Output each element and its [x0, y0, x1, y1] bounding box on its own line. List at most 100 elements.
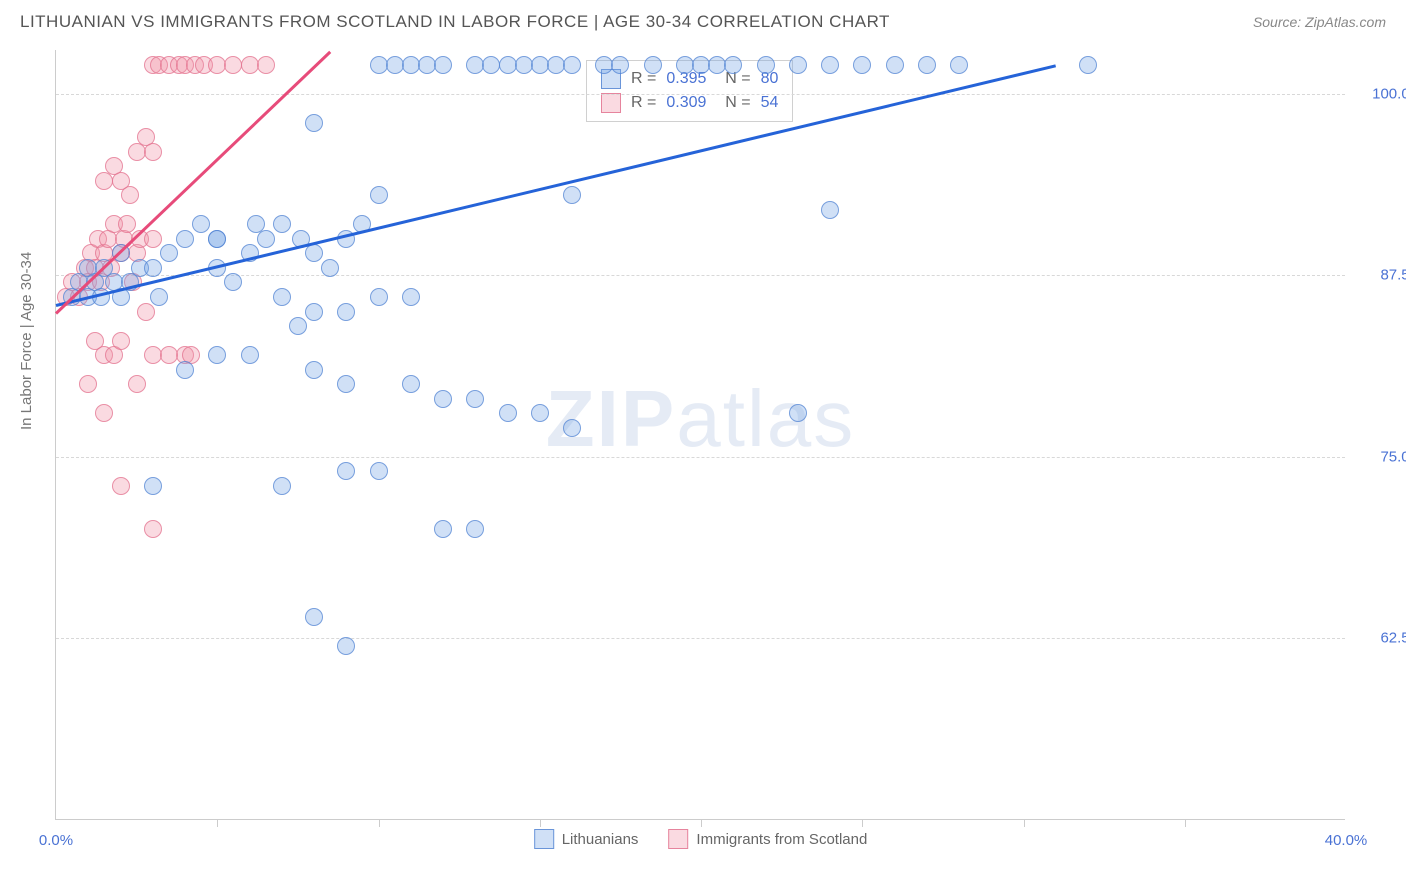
data-point — [402, 288, 420, 306]
y-tick-label: 75.0% — [1380, 448, 1406, 465]
data-point — [144, 477, 162, 495]
data-point — [337, 637, 355, 655]
data-point — [128, 375, 146, 393]
y-tick-label: 62.5% — [1380, 630, 1406, 647]
data-point — [79, 375, 97, 393]
data-point — [305, 114, 323, 132]
data-point — [853, 56, 871, 74]
data-point — [724, 56, 742, 74]
data-point — [144, 259, 162, 277]
legend-item-lithuanians: Lithuanians — [534, 829, 639, 849]
data-point — [337, 375, 355, 393]
data-point — [208, 346, 226, 364]
data-point — [950, 56, 968, 74]
gridline-h — [56, 94, 1345, 95]
data-point — [273, 288, 291, 306]
data-point — [208, 230, 226, 248]
data-point — [305, 608, 323, 626]
data-point — [160, 346, 178, 364]
data-point — [150, 288, 168, 306]
legend-r-label: R = — [631, 94, 656, 112]
data-point — [757, 56, 775, 74]
data-point — [137, 303, 155, 321]
trend-line — [56, 65, 1056, 308]
data-point — [434, 56, 452, 74]
data-point — [1079, 56, 1097, 74]
data-point — [821, 201, 839, 219]
x-tick — [862, 819, 863, 827]
data-point — [531, 404, 549, 422]
data-point — [121, 186, 139, 204]
scatter-chart: ZIPatlas R = 0.395 N = 80 R = 0.309 N = … — [55, 50, 1345, 820]
legend-label-blue: Lithuanians — [562, 831, 639, 848]
data-point — [273, 477, 291, 495]
data-point — [644, 56, 662, 74]
data-point — [176, 361, 194, 379]
x-tick — [701, 819, 702, 827]
data-point — [192, 215, 210, 233]
chart-title: LITHUANIAN VS IMMIGRANTS FROM SCOTLAND I… — [20, 12, 890, 32]
data-point — [434, 520, 452, 538]
legend-swatch-blue — [534, 829, 554, 849]
x-tick — [540, 819, 541, 827]
y-axis-label: In Labor Force | Age 30-34 — [18, 252, 35, 430]
x-tick-label: 40.0% — [1325, 832, 1368, 849]
data-point — [499, 404, 517, 422]
data-point — [789, 56, 807, 74]
legend-n-label: N = — [716, 94, 750, 112]
data-point — [370, 186, 388, 204]
gridline-h — [56, 457, 1345, 458]
data-point — [563, 56, 581, 74]
data-point — [305, 361, 323, 379]
data-point — [95, 404, 113, 422]
data-point — [176, 230, 194, 248]
data-point — [257, 56, 275, 74]
series-legend: Lithuanians Immigrants from Scotland — [534, 829, 868, 849]
data-point — [918, 56, 936, 74]
x-tick — [217, 819, 218, 827]
data-point — [337, 462, 355, 480]
legend-r-pink: 0.309 — [666, 94, 706, 112]
legend-n-pink: 54 — [761, 94, 779, 112]
data-point — [241, 346, 259, 364]
legend-label-pink: Immigrants from Scotland — [696, 831, 867, 848]
data-point — [305, 244, 323, 262]
data-point — [337, 303, 355, 321]
data-point — [370, 288, 388, 306]
data-point — [789, 404, 807, 422]
gridline-h — [56, 638, 1345, 639]
data-point — [821, 56, 839, 74]
x-tick — [1185, 819, 1186, 827]
data-point — [144, 230, 162, 248]
data-point — [466, 390, 484, 408]
chart-header: LITHUANIAN VS IMMIGRANTS FROM SCOTLAND I… — [0, 0, 1406, 40]
x-tick — [1024, 819, 1025, 827]
legend-item-scotland: Immigrants from Scotland — [668, 829, 867, 849]
data-point — [224, 273, 242, 291]
x-tick-label: 0.0% — [39, 832, 73, 849]
data-point — [321, 259, 339, 277]
data-point — [563, 419, 581, 437]
data-point — [370, 462, 388, 480]
data-point — [466, 520, 484, 538]
data-point — [112, 332, 130, 350]
data-point — [402, 375, 420, 393]
data-point — [611, 56, 629, 74]
data-point — [144, 520, 162, 538]
data-point — [886, 56, 904, 74]
legend-swatch-pink — [601, 93, 621, 113]
legend-swatch-pink — [668, 829, 688, 849]
data-point — [563, 186, 581, 204]
data-point — [247, 215, 265, 233]
y-tick-label: 100.0% — [1372, 85, 1406, 102]
data-point — [305, 303, 323, 321]
legend-row-pink: R = 0.309 N = 54 — [601, 91, 778, 115]
gridline-h — [56, 275, 1345, 276]
data-point — [289, 317, 307, 335]
chart-source: Source: ZipAtlas.com — [1253, 14, 1386, 30]
data-point — [118, 215, 136, 233]
data-point — [273, 215, 291, 233]
data-point — [434, 390, 452, 408]
data-point — [160, 244, 178, 262]
data-point — [144, 143, 162, 161]
